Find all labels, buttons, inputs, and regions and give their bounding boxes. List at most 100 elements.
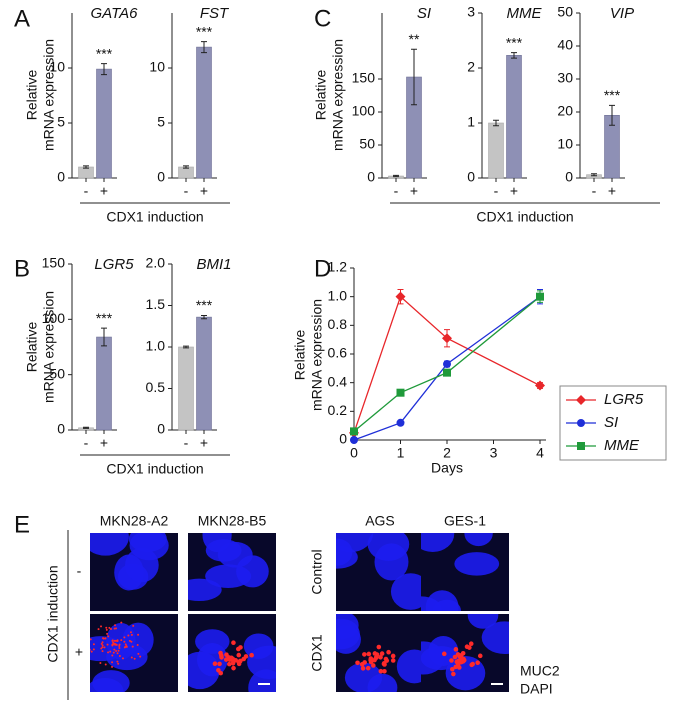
micrograph bbox=[421, 533, 509, 611]
cells bbox=[188, 629, 276, 692]
muc2-dot bbox=[457, 653, 462, 659]
y-tick-label: 0.8 bbox=[328, 316, 348, 332]
y-tick-label: 40 bbox=[557, 37, 573, 53]
bar bbox=[96, 336, 112, 431]
row-label: + bbox=[75, 644, 83, 660]
muc2-dot bbox=[111, 654, 114, 657]
muc2-dot bbox=[113, 648, 116, 651]
error-bar bbox=[511, 52, 517, 59]
x-tick-label: + bbox=[100, 435, 108, 451]
muc2-dot bbox=[470, 661, 475, 667]
muc2-dot bbox=[131, 645, 134, 648]
significance: *** bbox=[96, 45, 113, 61]
muc2-dot bbox=[107, 651, 110, 654]
nucleus bbox=[421, 641, 445, 675]
nucleus bbox=[367, 533, 410, 561]
y-tick-label: 0 bbox=[157, 421, 165, 437]
nucleus bbox=[396, 649, 424, 684]
y-tick-label: 1 bbox=[467, 114, 475, 130]
panel-label: C bbox=[314, 5, 331, 32]
muc2-dot bbox=[128, 639, 131, 642]
legend-label: LGR5 bbox=[604, 391, 644, 408]
stain-label: DAPI bbox=[520, 681, 553, 697]
muc2-dot bbox=[86, 649, 88, 651]
marker bbox=[395, 291, 406, 302]
muc2-dot bbox=[130, 656, 133, 659]
y-tick-label: 3 bbox=[467, 4, 475, 20]
muc2-dot bbox=[218, 670, 224, 676]
row-group-label: CDX1 induction bbox=[45, 565, 61, 662]
y-tick-label: 0.5 bbox=[146, 379, 166, 395]
muc2-dot bbox=[368, 656, 374, 661]
panel-label: D bbox=[314, 255, 331, 282]
x-tick-label: 1 bbox=[397, 445, 405, 461]
x-tick-label: + bbox=[510, 183, 518, 199]
muc2-dot bbox=[381, 660, 387, 666]
muc2-dot bbox=[118, 655, 121, 658]
marker bbox=[442, 333, 452, 344]
muc2-dot bbox=[366, 651, 372, 657]
panel-label: B bbox=[14, 255, 30, 282]
muc2-dot bbox=[85, 648, 87, 650]
muc2-dot bbox=[100, 625, 103, 628]
muc2-dot bbox=[112, 641, 115, 644]
muc2-dot bbox=[92, 648, 95, 651]
muc2-dot bbox=[359, 662, 365, 667]
x-tick-label: - bbox=[184, 435, 189, 451]
muc2-dot bbox=[231, 640, 236, 646]
micrograph bbox=[85, 614, 178, 692]
muc2-dot bbox=[477, 653, 483, 659]
significance: *** bbox=[196, 23, 213, 39]
nucleus bbox=[481, 621, 509, 655]
muc2-dot bbox=[117, 649, 120, 652]
error-bar bbox=[591, 173, 597, 177]
muc2-dot bbox=[461, 657, 467, 663]
muc2-dot bbox=[371, 663, 376, 668]
muc2-dot bbox=[372, 651, 378, 656]
muc2-dot bbox=[118, 644, 121, 647]
error-bar bbox=[101, 327, 107, 347]
error-bar bbox=[201, 314, 207, 320]
y-axis-label: mRNA expression bbox=[41, 291, 57, 403]
muc2-dot bbox=[452, 654, 458, 660]
nucleus bbox=[236, 555, 269, 588]
muc2-dot bbox=[137, 633, 140, 636]
muc2-dot bbox=[379, 651, 385, 656]
nucleus bbox=[390, 573, 424, 610]
y-axis-label: Relative bbox=[292, 330, 308, 381]
y-tick-label: 0.6 bbox=[328, 345, 348, 361]
x-tick-label: + bbox=[608, 183, 616, 199]
x-tick-label: + bbox=[200, 183, 208, 199]
nucleus bbox=[197, 642, 228, 677]
muc2-dot bbox=[115, 639, 118, 642]
y-tick-label: 0.2 bbox=[328, 402, 348, 418]
muc2-dot bbox=[104, 663, 107, 666]
subplot-title: BMI1 bbox=[196, 256, 231, 273]
muc2-dot bbox=[133, 657, 136, 660]
cells bbox=[421, 533, 500, 611]
y-tick-label: 150 bbox=[352, 70, 376, 86]
muc2-dot bbox=[378, 668, 384, 674]
line bbox=[353, 296, 541, 432]
column-label: AGS bbox=[365, 513, 395, 529]
error-bar bbox=[101, 63, 107, 76]
muc2-dot bbox=[123, 636, 126, 639]
muc2-dot bbox=[457, 658, 463, 663]
row-label: - bbox=[77, 563, 82, 579]
nucleus bbox=[90, 533, 129, 556]
marker bbox=[576, 395, 586, 405]
bar bbox=[196, 316, 212, 431]
muc2-dot bbox=[386, 649, 391, 655]
muc2-dot bbox=[218, 650, 223, 656]
muc2-dot bbox=[365, 665, 371, 671]
y-tick-label: 10 bbox=[149, 59, 165, 75]
muc2-dot bbox=[111, 665, 114, 668]
cells bbox=[336, 533, 424, 610]
error-bar bbox=[411, 48, 417, 106]
x-axis-label: CDX1 induction bbox=[106, 209, 203, 225]
line bbox=[353, 296, 541, 441]
column-label: MKN28-A2 bbox=[100, 513, 169, 529]
y-tick-label: 1.0 bbox=[328, 287, 348, 303]
x-axis-label: Days bbox=[431, 460, 463, 476]
muc2-dot bbox=[107, 635, 110, 638]
